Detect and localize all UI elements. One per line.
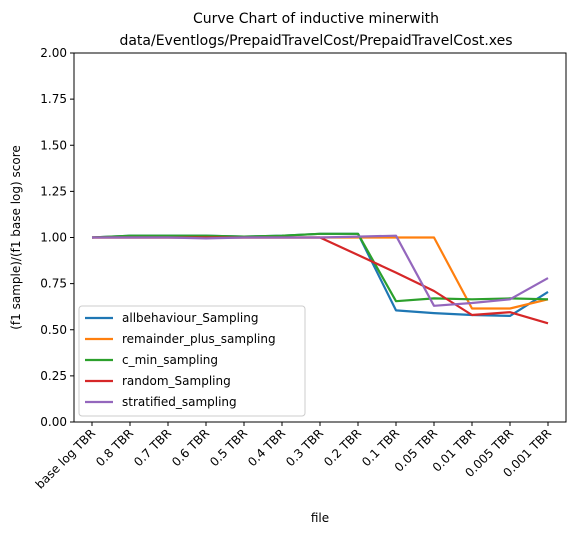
legend-label: remainder_plus_sampling [122, 332, 276, 346]
x-tick-label: 0.4 TBR [245, 426, 288, 469]
x-tick-label: 0.8 TBR [93, 426, 136, 469]
chart-title-line-2: data/Eventlogs/PrepaidTravelCost/Prepaid… [119, 33, 512, 49]
y-tick-label: 0.75 [40, 277, 67, 291]
y-tick-label: 0.50 [40, 323, 67, 337]
legend-label: stratified_sampling [122, 395, 237, 409]
legend-box [78, 305, 306, 417]
y-tick-label: 2.00 [40, 46, 67, 60]
legend-entry: remainder_plus_sampling [85, 332, 276, 346]
series-line-remainder_plus_sampling [92, 236, 549, 310]
legend-label: random_Sampling [122, 374, 231, 388]
x-tick-label: 0.6 TBR [169, 426, 212, 469]
x-tick-label: base log TBR [33, 426, 98, 491]
legend-entry: stratified_sampling [85, 395, 237, 409]
x-tick-label: 0.5 TBR [207, 426, 250, 469]
y-tick-label: 1.00 [40, 231, 67, 245]
legend: allbehaviour_Sampling remainder_plus_samp… [78, 305, 306, 417]
legend-entry: random_Sampling [85, 374, 231, 388]
y-axis-label: (f1 sample)/(f1 base log) score [9, 145, 23, 330]
x-tick-label: 0.3 TBR [283, 426, 326, 469]
y-tick-label: 0.25 [40, 369, 67, 383]
y-tick-label: 0.00 [40, 415, 67, 429]
chart-title-line-1: Curve Chart of inductive minerwith [193, 11, 439, 27]
x-axis-label: file [311, 511, 329, 525]
chart-title: Curve Chart of inductive minerwith data/… [119, 11, 512, 49]
x-tick-label: 0.7 TBR [131, 426, 174, 469]
y-tick-label: 1.50 [40, 138, 67, 152]
series-line-stratified_sampling [92, 234, 549, 307]
y-axis: 0.00 0.25 0.50 0.75 1.00 1.25 1.50 1.75 2.00 [40, 46, 74, 429]
legend-label: c_min_sampling [122, 353, 218, 367]
y-tick-label: 1.25 [40, 184, 67, 198]
x-tick-label: 0.2 TBR [321, 426, 364, 469]
series-line-c_min_sampling [91, 232, 549, 303]
series-line-allbehaviour_Sampling [91, 232, 549, 317]
legend-entry: c_min_sampling [85, 353, 218, 367]
legend-entry: allbehaviour_Sampling [85, 311, 258, 325]
series-layer [91, 232, 549, 325]
legend-label: allbehaviour_Sampling [122, 311, 258, 325]
y-tick-label: 1.75 [40, 92, 67, 106]
